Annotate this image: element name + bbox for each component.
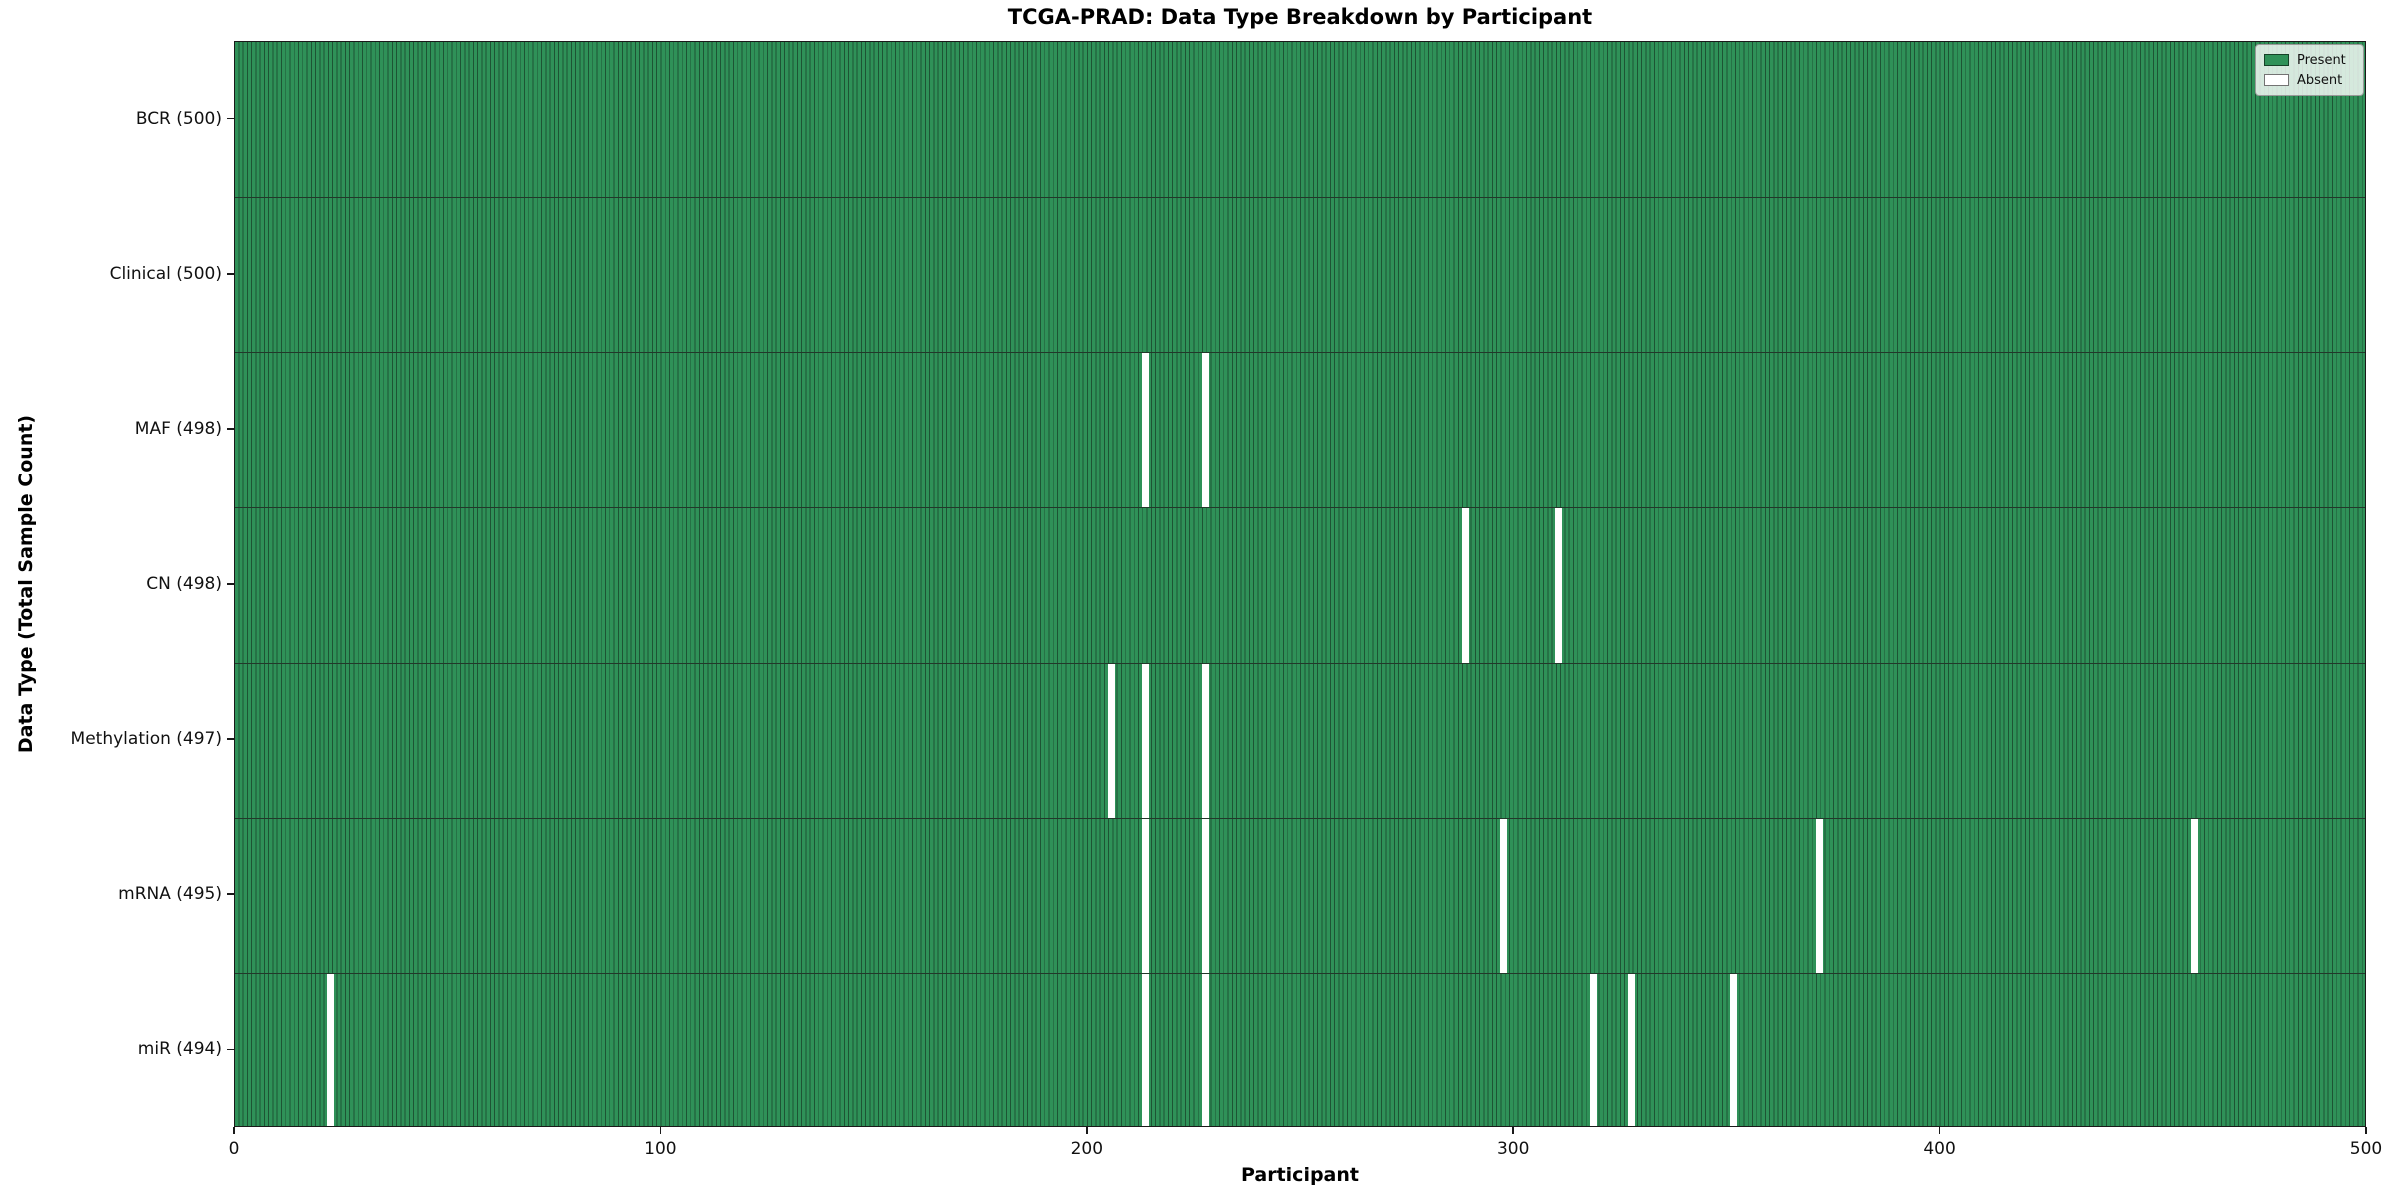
absent-gap-Methylation-213 bbox=[1141, 663, 1149, 818]
y-tick-label-Methylation: Methylation (497) bbox=[70, 729, 222, 750]
y-tick-mark bbox=[227, 272, 234, 275]
legend-label-present: Present bbox=[2297, 52, 2346, 68]
legend-item-present: Present bbox=[2264, 50, 2355, 70]
y-tick-label-CN: CN (498) bbox=[146, 574, 222, 594]
absent-gap-miR-213 bbox=[1141, 973, 1149, 1126]
absent-gap-miR-318 bbox=[1589, 973, 1597, 1126]
x-tick-label-500: 500 bbox=[2349, 1139, 2383, 1159]
x-tick-mark bbox=[659, 1127, 662, 1134]
present-swatch-icon bbox=[2264, 54, 2289, 66]
row-Clinical bbox=[235, 197, 2365, 352]
x-tick-label-400: 400 bbox=[1923, 1139, 1956, 1159]
row-mRNA bbox=[235, 817, 2365, 973]
absent-gap-mRNA-297 bbox=[1500, 818, 1508, 973]
x-tick-mark bbox=[1938, 1127, 1941, 1134]
legend-item-absent: Absent bbox=[2264, 70, 2355, 90]
x-tick-label-200: 200 bbox=[1070, 1139, 1104, 1159]
row-MAF bbox=[235, 352, 2365, 508]
x-tick-mark bbox=[1512, 1127, 1514, 1134]
x-tick-mark bbox=[233, 1127, 235, 1134]
x-tick-mark bbox=[2365, 1127, 2367, 1134]
y-tick-mark bbox=[227, 738, 234, 740]
legend-label-absent: Absent bbox=[2297, 72, 2343, 88]
x-tick-label-0: 0 bbox=[228, 1139, 240, 1159]
x-tick-label-300: 300 bbox=[1496, 1139, 1530, 1159]
chart-title: TCGA-PRAD: Data Type Breakdown by Partic… bbox=[1007, 5, 1593, 29]
absent-gap-CN-288 bbox=[1461, 508, 1469, 663]
absent-gap-miR-327 bbox=[1627, 973, 1635, 1126]
x-axis-label: Participant bbox=[1240, 1164, 1359, 1186]
absent-gap-Methylation-205 bbox=[1107, 663, 1115, 818]
absent-gap-miR-22 bbox=[327, 973, 335, 1126]
absent-swatch-icon bbox=[2264, 74, 2289, 86]
absent-gap-mRNA-459 bbox=[2190, 818, 2198, 973]
absent-gap-mRNA-213 bbox=[1141, 818, 1149, 973]
row-Methylation bbox=[235, 662, 2365, 818]
absent-gap-mRNA-371 bbox=[1815, 818, 1823, 973]
y-tick-mark bbox=[227, 428, 234, 430]
y-tick-label-BCR: BCR (500) bbox=[135, 108, 222, 129]
legend: Present Absent bbox=[2255, 44, 2364, 96]
y-tick-mark bbox=[227, 893, 234, 896]
y-tick-label-miR: miR (494) bbox=[137, 1039, 222, 1060]
absent-gap-MAF-213 bbox=[1141, 353, 1149, 508]
absent-gap-CN-310 bbox=[1555, 508, 1563, 663]
x-tick-mark bbox=[1086, 1127, 1088, 1134]
absent-gap-MAF-227 bbox=[1201, 353, 1209, 508]
y-tick-label-mRNA: mRNA (495) bbox=[118, 884, 222, 905]
y-tick-label-MAF: MAF (498) bbox=[134, 418, 222, 439]
y-tick-label-Clinical: Clinical (500) bbox=[109, 263, 222, 284]
absent-gap-miR-227 bbox=[1201, 973, 1209, 1126]
absent-gap-miR-351 bbox=[1730, 973, 1738, 1126]
absent-gap-mRNA-227 bbox=[1201, 818, 1209, 973]
y-tick-mark bbox=[227, 117, 234, 120]
y-tick-mark bbox=[227, 583, 234, 585]
row-miR bbox=[235, 972, 2365, 1126]
row-BCR bbox=[235, 42, 2365, 197]
row-CN bbox=[235, 507, 2365, 663]
plot-area bbox=[234, 41, 2366, 1127]
absent-gap-Methylation-227 bbox=[1201, 663, 1209, 818]
x-tick-label-100: 100 bbox=[644, 1139, 677, 1159]
y-tick-mark bbox=[227, 1048, 234, 1051]
